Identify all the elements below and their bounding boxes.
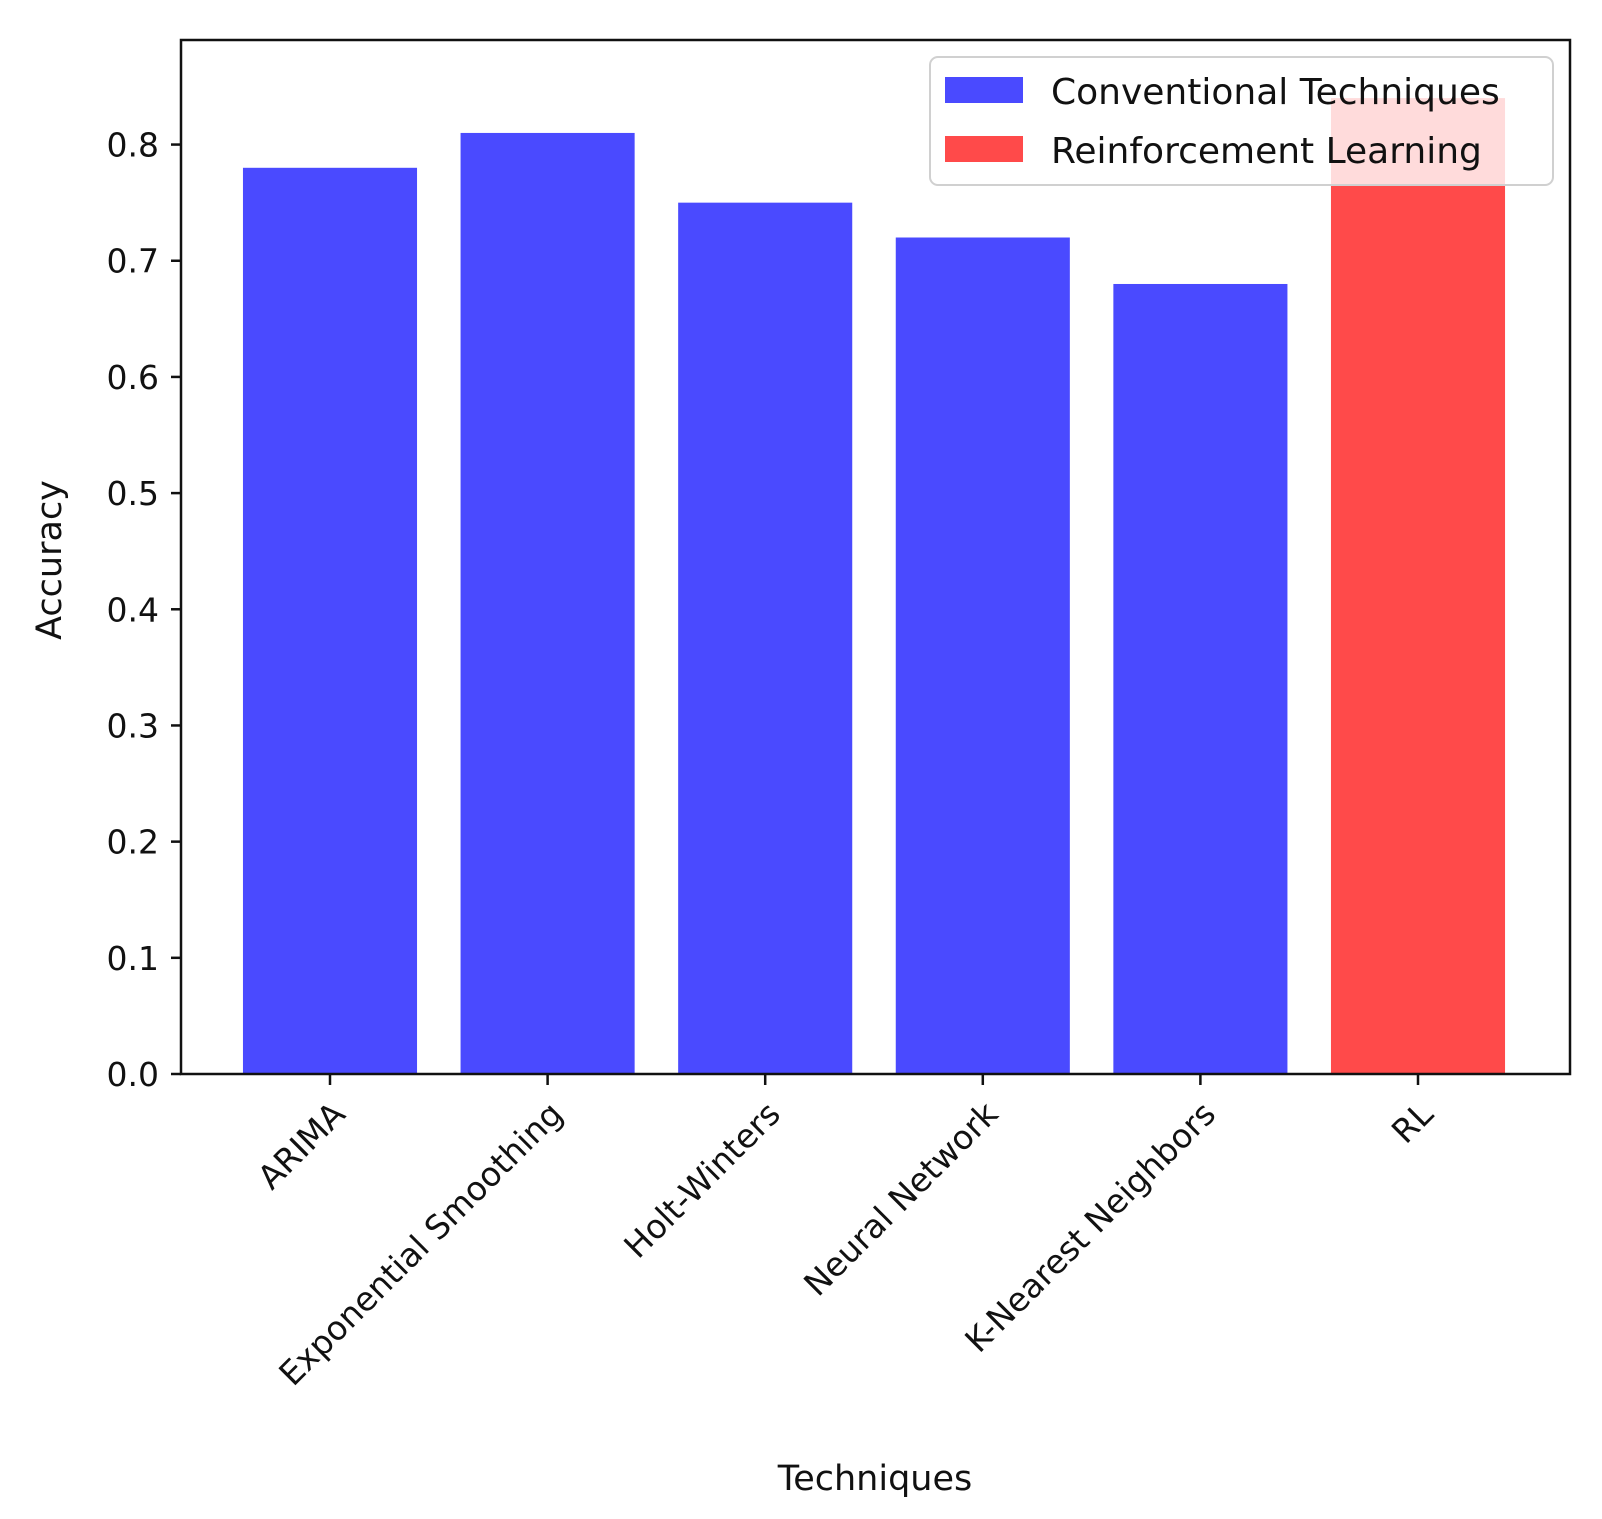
- y-axis-title: Accuracy: [30, 480, 70, 640]
- x-axis-title: Techniques: [777, 1459, 972, 1499]
- x-tick-label-arima: ARIMA: [250, 1094, 353, 1197]
- legend-box: [929, 56, 1554, 186]
- bars-layer: [242, 98, 1506, 1075]
- bar-arima: [242, 167, 418, 1075]
- y-tick-label: 0.3: [107, 706, 159, 745]
- y-tick-label: 0.1: [107, 939, 159, 978]
- y-tick-label: 0.6: [107, 358, 159, 397]
- x-tick-label-rl: RL: [1384, 1094, 1441, 1151]
- y-tick-label: 0.0: [107, 1055, 159, 1094]
- x-tick-label-holt-winters: Holt-Winters: [616, 1094, 788, 1266]
- legend-label-conventional: Conventional Techniques: [1051, 72, 1500, 113]
- y-tick-label: 0.2: [107, 823, 159, 862]
- bar-rl: [1330, 98, 1506, 1074]
- legend: Conventional Techniques Reinforcement Le…: [929, 56, 1554, 186]
- y-tick-label: 0.7: [107, 242, 159, 281]
- bar-exponential-smoothing: [460, 132, 635, 1074]
- legend-swatch-conventional: [945, 77, 1023, 103]
- y-tick-label: 0.8: [107, 126, 159, 165]
- bar-neural-network: [895, 237, 1070, 1074]
- legend-label-rl: Reinforcement Learning: [1051, 131, 1482, 172]
- x-tick-label-neural-network: Neural Network: [796, 1093, 1006, 1303]
- plot-frame: [179, 38, 1572, 1076]
- legend-swatch-rl: [945, 136, 1023, 162]
- y-tick-label: 0.5: [107, 474, 159, 513]
- y-tick-label: 0.4: [107, 590, 159, 629]
- y-axis-ticks: 0.0 0.1 0.2 0.3 0.4 0.5 0.6 0.7 0.8: [107, 126, 181, 1094]
- bar-k-nearest-neighbors: [1113, 283, 1288, 1074]
- x-tick-label-k-nearest-neighbors: K-Nearest Neighbors: [957, 1094, 1223, 1360]
- bar-holt-winters: [678, 202, 853, 1075]
